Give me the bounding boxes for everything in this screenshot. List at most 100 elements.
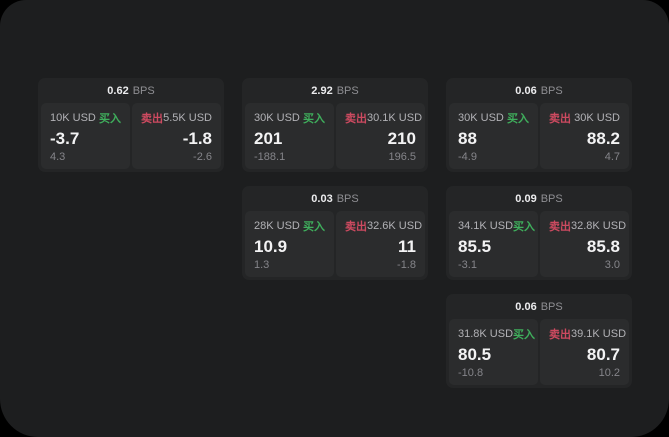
bps-value: 0.06 — [515, 84, 537, 97]
quote-card: 0.62 BPS 10K USD 买入 -3.7 4.3 卖出 5.5K USD — [38, 78, 224, 172]
buy-side-label: 买入 — [513, 221, 536, 233]
quote-card-body: 10K USD 买入 -3.7 4.3 卖出 5.5K USD -1.8 -2.… — [38, 103, 224, 172]
buy-panel[interactable]: 28K USD 买入 10.9 1.3 — [245, 211, 334, 277]
buy-price: 10.9 — [254, 237, 288, 256]
quote-card: 2.92 BPS 30K USD 买入 201 -188.1 卖出 30.1K … — [242, 78, 428, 172]
sell-amount: 32.6K USD — [367, 220, 423, 232]
sell-amount: 30.1K USD — [367, 112, 423, 124]
buy-panel-top: 30K USD 买入 — [458, 110, 529, 126]
bps-value: 0.09 — [515, 192, 537, 205]
sell-side-label: 卖出 — [549, 113, 571, 125]
buy-delta: -10.8 — [458, 367, 484, 379]
sell-price: 85.8 — [586, 237, 620, 256]
sell-side-label: 卖出 — [345, 113, 367, 125]
buy-panel[interactable]: 31.8K USD 买入 80.5 -10.8 — [449, 319, 538, 385]
buy-amount: 28K USD — [254, 220, 300, 232]
sell-panel-top: 卖出 5.5K USD — [141, 110, 212, 126]
quote-card-body: 31.8K USD 买入 80.5 -10.8 卖出 39.1K USD 80.… — [446, 319, 632, 388]
quote-card-body: 30K USD 买入 88 -4.9 卖出 30K USD 88.2 4.7 — [446, 103, 632, 172]
sell-side-label: 卖出 — [549, 329, 571, 341]
sell-panel-top: 卖出 30.1K USD — [345, 110, 422, 126]
buy-amount: 30K USD — [458, 112, 504, 124]
buy-panel[interactable]: 30K USD 买入 201 -188.1 — [245, 103, 334, 169]
sell-amount: 30K USD — [574, 112, 620, 124]
bps-header: 2.92 BPS — [242, 78, 428, 103]
quote-card: 0.09 BPS 34.1K USD 买入 85.5 -3.1 卖出 32.8K… — [446, 186, 632, 280]
bps-value: 2.92 — [311, 84, 333, 97]
buy-price: 85.5 — [458, 237, 492, 256]
buy-side-label: 买入 — [303, 221, 325, 233]
buy-amount: 10K USD — [50, 112, 96, 124]
sell-side-label: 卖出 — [141, 113, 163, 125]
sell-side-label: 卖出 — [549, 221, 571, 233]
buy-price: 80.5 — [458, 345, 492, 364]
quote-card-body: 28K USD 买入 10.9 1.3 卖出 32.6K USD 11 -1.8 — [242, 211, 428, 280]
quote-card-body: 34.1K USD 买入 85.5 -3.1 卖出 32.8K USD 85.8… — [446, 211, 632, 280]
sell-panel[interactable]: 卖出 5.5K USD -1.8 -2.6 — [132, 103, 221, 169]
bps-header: 0.06 BPS — [446, 294, 632, 319]
buy-side-label: 买入 — [513, 329, 536, 341]
sell-delta: -2.6 — [193, 151, 212, 163]
bps-header: 0.62 BPS — [38, 78, 224, 103]
quote-card-body: 30K USD 买入 201 -188.1 卖出 30.1K USD 210 1… — [242, 103, 428, 172]
sell-delta: 4.7 — [604, 151, 620, 163]
sell-price: -1.8 — [182, 129, 212, 148]
sell-delta: 3.0 — [604, 259, 620, 271]
buy-delta: 1.3 — [254, 259, 270, 271]
buy-delta: -4.9 — [458, 151, 477, 163]
sell-panel-top: 卖出 39.1K USD — [549, 326, 626, 342]
bps-header: 0.06 BPS — [446, 78, 632, 103]
bps-header: 0.03 BPS — [242, 186, 428, 211]
buy-price: 88 — [458, 129, 477, 148]
sell-panel-top: 卖出 32.8K USD — [549, 218, 626, 234]
quote-card: 0.03 BPS 28K USD 买入 10.9 1.3 卖出 32.6K US… — [242, 186, 428, 280]
buy-panel[interactable]: 30K USD 买入 88 -4.9 — [449, 103, 538, 169]
sell-panel-top: 卖出 32.6K USD — [345, 218, 422, 234]
buy-side-label: 买入 — [507, 113, 529, 125]
bps-value: 0.06 — [515, 300, 537, 313]
sell-price: 210 — [387, 129, 416, 148]
buy-delta: -188.1 — [254, 151, 286, 163]
sell-panel[interactable]: 卖出 30.1K USD 210 196.5 — [336, 103, 425, 169]
quote-card: 0.06 BPS 30K USD 买入 88 -4.9 卖出 30K USD — [446, 78, 632, 172]
buy-panel-top: 31.8K USD 买入 — [458, 326, 535, 342]
buy-panel-top: 30K USD 买入 — [254, 110, 325, 126]
buy-panel-top: 10K USD 买入 — [50, 110, 121, 126]
bps-value: 0.03 — [311, 192, 333, 205]
sell-price: 11 — [398, 237, 416, 256]
sell-panel-top: 卖出 30K USD — [549, 110, 620, 126]
buy-amount: 30K USD — [254, 112, 300, 124]
sell-side-label: 卖出 — [345, 221, 367, 233]
buy-price: 201 — [254, 129, 283, 148]
sell-panel[interactable]: 卖出 32.6K USD 11 -1.8 — [336, 211, 425, 277]
buy-panel[interactable]: 34.1K USD 买入 85.5 -3.1 — [449, 211, 538, 277]
sell-price: 88.2 — [586, 129, 620, 148]
bps-unit-label: BPS — [336, 84, 359, 97]
sell-delta: 10.2 — [598, 367, 620, 379]
sell-delta: -1.8 — [397, 259, 416, 271]
sell-amount: 5.5K USD — [163, 112, 212, 124]
buy-amount: 34.1K USD — [458, 220, 514, 232]
bps-value: 0.62 — [107, 84, 129, 97]
bps-header: 0.09 BPS — [446, 186, 632, 211]
bps-unit-label: BPS — [540, 300, 563, 313]
quote-card: 0.06 BPS 31.8K USD 买入 80.5 -10.8 卖出 39.1… — [446, 294, 632, 388]
buy-panel-top: 28K USD 买入 — [254, 218, 325, 234]
quote-cards-grid: 0.62 BPS 10K USD 买入 -3.7 4.3 卖出 5.5K USD — [38, 78, 632, 388]
sell-panel[interactable]: 卖出 32.8K USD 85.8 3.0 — [540, 211, 629, 277]
sell-panel[interactable]: 卖出 39.1K USD 80.7 10.2 — [540, 319, 629, 385]
buy-side-label: 买入 — [303, 113, 325, 125]
buy-delta: -3.1 — [458, 259, 477, 271]
sell-panel[interactable]: 卖出 30K USD 88.2 4.7 — [540, 103, 629, 169]
buy-delta: 4.3 — [50, 151, 66, 163]
buy-panel-top: 34.1K USD 买入 — [458, 218, 535, 234]
sell-price: 80.7 — [586, 345, 620, 364]
buy-panel[interactable]: 10K USD 买入 -3.7 4.3 — [41, 103, 130, 169]
sell-amount: 32.8K USD — [571, 220, 627, 232]
bps-unit-label: BPS — [540, 192, 563, 205]
buy-amount: 31.8K USD — [458, 328, 514, 340]
bps-unit-label: BPS — [132, 84, 155, 97]
sell-amount: 39.1K USD — [571, 328, 627, 340]
sell-delta: 196.5 — [388, 151, 416, 163]
